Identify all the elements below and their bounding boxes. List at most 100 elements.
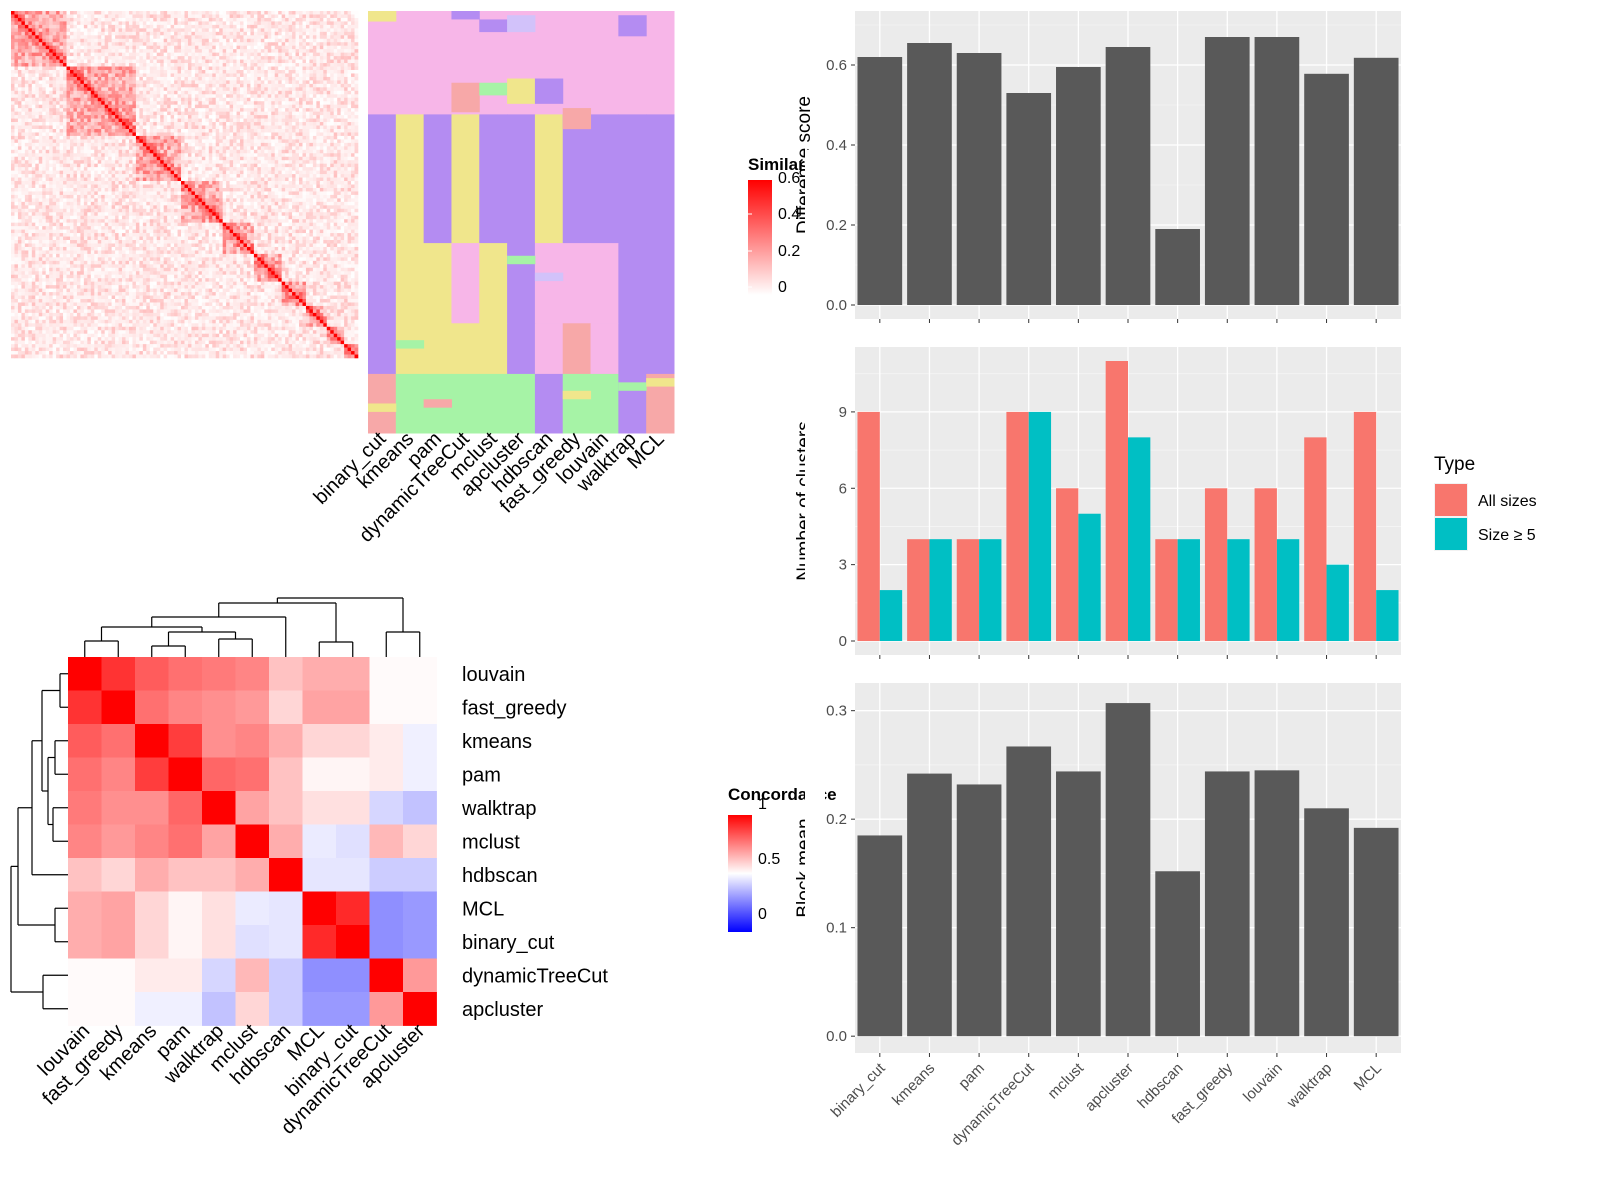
similarity-cell bbox=[181, 38, 185, 43]
similarity-cell bbox=[292, 59, 296, 64]
similarity-cell bbox=[160, 104, 164, 109]
similarity-cell bbox=[295, 160, 300, 164]
similarity-cell bbox=[260, 177, 265, 182]
similarity-cell bbox=[24, 63, 29, 67]
similarity-cell bbox=[236, 45, 241, 50]
similarity-cell bbox=[344, 135, 348, 140]
similarity-cell bbox=[59, 63, 64, 67]
similarity-cell bbox=[260, 73, 265, 78]
similarity-cell bbox=[31, 90, 36, 95]
similarity-cell bbox=[323, 42, 328, 46]
similarity-cell bbox=[236, 177, 241, 182]
similarity-cell bbox=[156, 52, 161, 57]
similarity-cell bbox=[94, 11, 99, 15]
similarity-cell bbox=[278, 76, 282, 81]
similarity-cell bbox=[212, 94, 217, 99]
similarity-cell bbox=[292, 94, 296, 99]
similarity-cell bbox=[69, 111, 74, 116]
similarity-cell bbox=[274, 63, 279, 67]
similarity-cell bbox=[299, 11, 303, 15]
similarity-cell bbox=[288, 101, 293, 105]
similarity-cell bbox=[292, 177, 296, 182]
similarity-cell bbox=[340, 45, 345, 50]
similarity-cell bbox=[104, 149, 109, 154]
similarity-cell bbox=[233, 115, 237, 119]
similarity-cell bbox=[108, 104, 112, 109]
similarity-cell bbox=[163, 118, 168, 123]
similarity-cell bbox=[128, 28, 133, 33]
similarity-cell bbox=[184, 94, 189, 99]
similarity-cell bbox=[56, 90, 60, 95]
similarity-cell bbox=[135, 153, 140, 158]
similarity-cell bbox=[94, 108, 99, 112]
similarity-cell bbox=[205, 118, 210, 123]
similarity-cell bbox=[24, 115, 29, 119]
similarity-cell bbox=[292, 24, 296, 29]
similarity-cell bbox=[118, 170, 123, 175]
similarity-cell bbox=[80, 115, 85, 119]
similarity-cell bbox=[326, 94, 331, 99]
similarity-cell bbox=[83, 87, 88, 92]
similarity-cell bbox=[63, 132, 67, 137]
similarity-cell bbox=[111, 128, 116, 133]
similarity-cell bbox=[319, 125, 324, 130]
similarity-cell bbox=[205, 76, 210, 81]
similarity-cell bbox=[271, 59, 276, 64]
similarity-cell bbox=[246, 104, 251, 109]
similarity-cell bbox=[90, 69, 95, 74]
similarity-cell bbox=[63, 49, 67, 53]
similarity-cell bbox=[97, 97, 102, 102]
similarity-cell bbox=[118, 122, 123, 126]
similarity-cell bbox=[229, 118, 234, 123]
similarity-cell bbox=[281, 174, 286, 178]
similarity-cell bbox=[316, 139, 321, 144]
similarity-cell bbox=[87, 28, 92, 33]
similarity-cell bbox=[24, 146, 29, 151]
similarity-cell bbox=[49, 170, 53, 175]
similarity-cell bbox=[299, 56, 303, 60]
similarity-cell bbox=[257, 24, 262, 29]
similarity-cell bbox=[340, 69, 345, 74]
similarity-cell bbox=[24, 31, 29, 36]
similarity-cell bbox=[330, 97, 335, 102]
similarity-cell bbox=[187, 163, 192, 168]
similarity-cell bbox=[42, 66, 46, 71]
similarity-cell bbox=[153, 49, 158, 53]
similarity-cell bbox=[264, 11, 269, 15]
similarity-cell bbox=[278, 56, 282, 60]
similarity-cell bbox=[35, 73, 40, 78]
similarity-cell bbox=[333, 28, 338, 33]
similarity-cell bbox=[69, 24, 74, 29]
similarity-cell bbox=[49, 128, 53, 133]
similarity-cell bbox=[73, 135, 78, 140]
similarity-cell bbox=[181, 115, 185, 119]
similarity-cell bbox=[31, 38, 36, 43]
similarity-cell bbox=[49, 52, 53, 57]
similarity-cell bbox=[319, 83, 324, 88]
similarity-cell bbox=[28, 118, 33, 123]
similarity-cell bbox=[351, 177, 355, 182]
similarity-cell bbox=[125, 181, 130, 185]
similarity-cell bbox=[312, 83, 317, 88]
similarity-cell bbox=[146, 24, 151, 29]
similarity-cell bbox=[49, 14, 53, 19]
similarity-cell bbox=[201, 14, 206, 19]
similarity-cell bbox=[246, 87, 251, 92]
similarity-cell bbox=[125, 31, 130, 36]
similarity-cell bbox=[257, 94, 262, 99]
similarity-cell bbox=[233, 73, 237, 78]
similarity-cell bbox=[132, 52, 137, 57]
similarity-cell bbox=[299, 167, 303, 171]
similarity-cell bbox=[104, 69, 109, 74]
similarity-cell bbox=[212, 24, 217, 29]
similarity-cell bbox=[344, 156, 348, 161]
similarity-cell bbox=[56, 170, 60, 175]
similarity-cell bbox=[128, 156, 133, 161]
similarity-cell bbox=[264, 90, 269, 95]
similarity-cell bbox=[354, 42, 359, 46]
similarity-cell bbox=[333, 115, 338, 119]
similarity-cell bbox=[111, 69, 116, 74]
similarity-cell bbox=[115, 101, 119, 105]
similarity-cell bbox=[76, 59, 81, 64]
similarity-cell bbox=[340, 80, 345, 85]
